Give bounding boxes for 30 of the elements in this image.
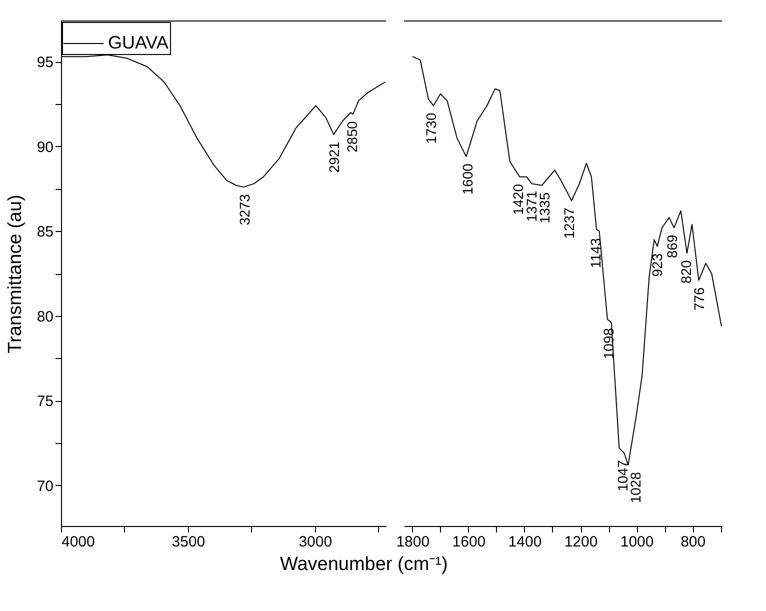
x-axis-title: Wavenumber (cm⁻¹) [280,554,448,575]
x-tick-label: 1200 [564,534,598,550]
y-tick-label: 75 [36,393,54,410]
annotation: 1600 [459,163,476,195]
y-tick-label: 80 [36,308,54,326]
annotation: 2850 [344,121,360,152]
x-tick-label: 1800 [396,534,430,550]
annotation: 2921 [326,141,342,173]
x-tick-label: 800 [680,534,706,550]
annotation: 1237 [561,207,578,239]
x-tick-label: 3500 [172,534,206,550]
annotation: 923 [649,253,666,277]
annotation: 820 [678,260,694,284]
legend-label: GUAVA [108,32,168,52]
y-tick-label: 70 [36,478,54,495]
y-axis-title: Transmittance (au) [4,194,26,354]
y-tick-label: 90 [36,138,54,156]
y-tick-label: 95 [36,54,54,72]
y-tick-label: 85 [36,224,54,241]
x-tick-label: 1000 [620,534,654,550]
x-tick-label: 3000 [298,534,332,550]
x-tick-label: 1600 [452,534,486,550]
x-tick-label: 4000 [62,534,95,550]
annotation: 1143 [587,238,604,268]
annotation: 776 [690,287,707,311]
annotation: 1420 [510,184,526,216]
annotation: 3273 [236,194,253,226]
annotation: 1730 [423,112,440,144]
x-tick-label: 1400 [508,534,542,550]
annotation: 869 [664,234,680,258]
